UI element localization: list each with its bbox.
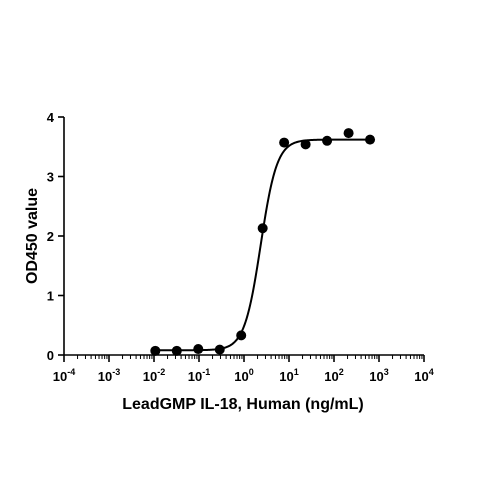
x-tick-label: 102 xyxy=(324,367,343,384)
data-point xyxy=(279,137,290,148)
y-axis-title: OD450 value xyxy=(24,188,41,284)
data-point xyxy=(322,135,333,146)
data-point xyxy=(150,345,161,356)
x-tick-label: 10-1 xyxy=(188,367,210,384)
x-tick-label: 100 xyxy=(234,367,253,384)
data-point xyxy=(171,345,182,356)
y-ticks: 0 1 2 3 4 xyxy=(47,110,64,363)
x-ticks: 10-4 10-3 10-2 10-1 100 101 102 103 104 xyxy=(53,355,434,384)
x-tick-label: 10-2 xyxy=(143,367,165,384)
y-tick-label: 0 xyxy=(47,348,54,363)
y-tick-label: 1 xyxy=(47,289,54,304)
data-point xyxy=(300,139,311,150)
data-point xyxy=(236,330,247,341)
x-axis-title: LeadGMP IL-18, Human (ng/mL) xyxy=(122,396,364,413)
fit-curve xyxy=(155,138,371,352)
x-tick-label: 103 xyxy=(369,367,388,384)
data-points xyxy=(150,128,376,356)
y-tick-label: 4 xyxy=(47,110,55,125)
x-tick-label: 10-4 xyxy=(53,367,75,384)
axes xyxy=(63,117,424,356)
data-point xyxy=(193,344,204,355)
data-point xyxy=(343,128,354,139)
data-point xyxy=(365,134,376,145)
y-tick-label: 3 xyxy=(47,170,54,185)
data-point xyxy=(214,344,225,355)
data-point xyxy=(257,223,268,234)
x-tick-label: 104 xyxy=(414,367,433,384)
y-tick-label: 2 xyxy=(47,229,54,244)
x-tick-label: 101 xyxy=(279,367,298,384)
x-tick-label: 10-3 xyxy=(98,367,120,384)
